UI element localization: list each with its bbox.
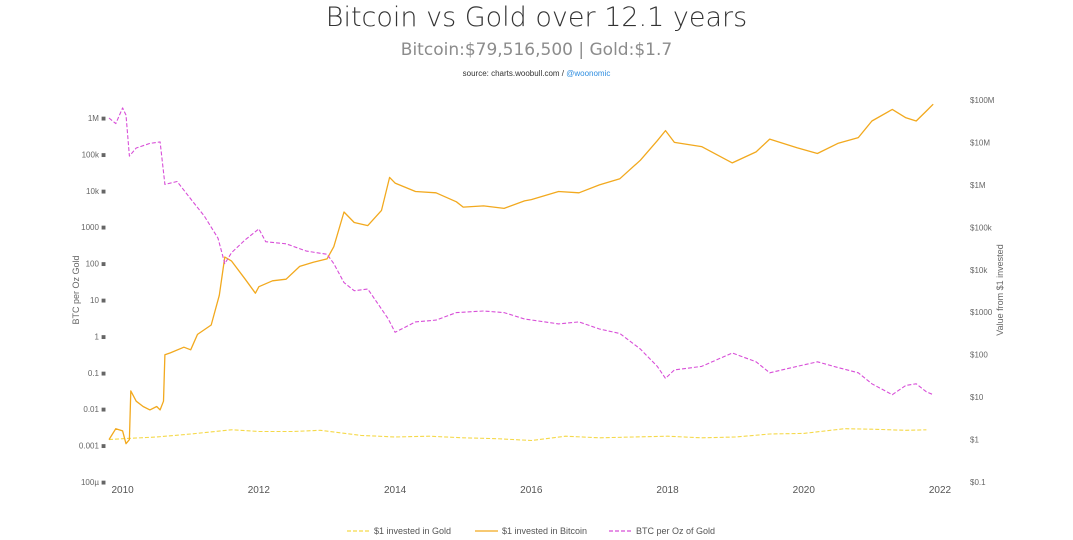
series-line-2 — [108, 103, 934, 445]
left-tick-label: 1 ■ — [94, 332, 106, 341]
x-tick-label: 2010 — [111, 485, 134, 496]
right-tick-label: $1 — [970, 436, 979, 445]
right-tick-label: $1000 — [970, 308, 993, 317]
right-axis-title: Value from $1 invested — [995, 244, 1005, 335]
x-tick-label: 2016 — [520, 485, 543, 496]
source-handle-link[interactable]: @woonomic — [566, 69, 611, 78]
x-axis-ticks: 2010 2012 2014 2016 2018 2020 2022 — [111, 485, 951, 496]
left-tick-label: 1000 ■ — [81, 223, 106, 232]
series-line-3 — [108, 107, 934, 396]
x-tick-label: 2018 — [656, 485, 679, 496]
left-tick-label: 10k ■ — [86, 187, 106, 196]
left-tick-label: 0.001 ■ — [79, 442, 106, 451]
right-tick-label: $100M — [970, 96, 995, 105]
chart-title: Bitcoin vs Gold over 12.1 years — [325, 2, 748, 33]
right-axis-ticks: $100M $10M $1M $100k $10k $1000 $100 $10 $1 $0.1 — [970, 96, 995, 487]
x-tick-label: 2020 — [793, 485, 816, 496]
right-tick-label: $10 — [970, 393, 984, 402]
left-tick-label: 0.01 ■ — [83, 405, 106, 414]
x-tick-label: 2014 — [384, 485, 407, 496]
series-line-1 — [108, 428, 927, 442]
right-tick-label: $100 — [970, 351, 988, 360]
left-tick-label: 100 ■ — [86, 260, 107, 269]
right-tick-label: $10k — [970, 266, 988, 275]
series-layer — [108, 103, 934, 445]
left-tick-label: 100µ ■ — [81, 478, 106, 487]
source-text: source: charts.woobull.com / — [462, 69, 567, 78]
legend-label: $1 invested in Bitcoin — [502, 526, 587, 536]
source-credit: source: charts.woobull.com / @woonomic — [0, 69, 1073, 78]
right-tick-label: $10M — [970, 138, 990, 147]
left-tick-label: 100k ■ — [82, 150, 107, 159]
legend-label: BTC per Oz of Gold — [636, 526, 715, 536]
right-tick-label: $1M — [970, 181, 986, 190]
right-tick-label: $0.1 — [970, 478, 986, 487]
x-tick-label: 2012 — [248, 485, 271, 496]
left-axis-ticks: 1M ■ 100k ■ 10k ■ 1000 ■ 100 ■ 10 ■ 1 ■ 0.1 ■ 0.… — [79, 114, 106, 487]
legend-label: $1 invested in Gold — [374, 526, 451, 536]
chart-subtitle: Bitcoin:$79,516,500 | Gold:$1.7 — [400, 40, 673, 60]
left-tick-label: 0.1 ■ — [88, 369, 106, 378]
left-tick-label: 1M ■ — [88, 114, 106, 123]
left-axis-title: BTC per Oz Gold — [71, 255, 81, 324]
left-tick-label: 10 ■ — [90, 296, 106, 305]
legend: $1 invested in Gold $1 invested in Bitcoi… — [347, 526, 715, 536]
x-tick-label: 2022 — [929, 485, 952, 496]
right-tick-label: $100k — [970, 223, 993, 232]
